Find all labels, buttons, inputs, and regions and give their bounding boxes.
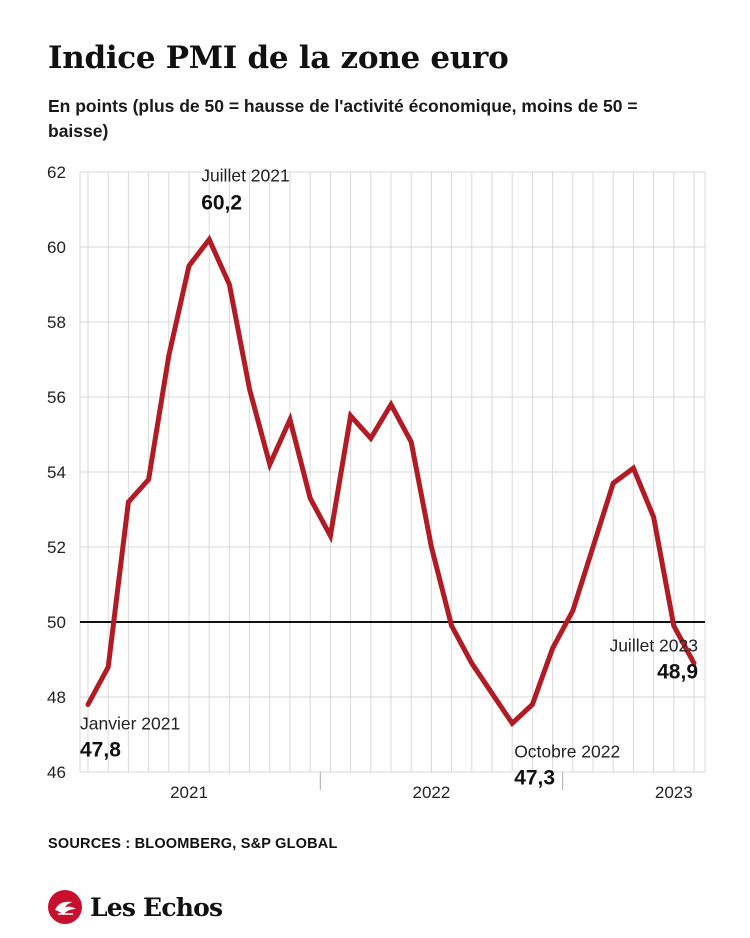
annotation-value: 47,8 (80, 739, 121, 762)
y-tick-label: 54 (47, 463, 66, 482)
annotation-value: 47,3 (514, 766, 555, 789)
annotations: Juillet 2021 60,2 Janvier 2021 47,8 Octobre … (80, 166, 698, 790)
y-tick-label: 46 (47, 763, 66, 782)
annotation-value: 60,2 (201, 192, 242, 215)
annotation-label: Octobre 2022 (514, 741, 620, 761)
series-layer (85, 234, 697, 728)
annotation-label: Juillet 2023 (609, 635, 698, 655)
annotation-value: 48,9 (657, 660, 698, 683)
x-tick-label: 2021 (170, 783, 208, 802)
annotation-label: Janvier 2021 (80, 714, 180, 734)
les-echos-logo: Les Echos (48, 890, 223, 924)
y-tick-label: 62 (47, 163, 66, 182)
pmi-series-line (85, 234, 697, 728)
x-tick-label: 2022 (412, 783, 450, 802)
y-tick-label: 48 (47, 688, 66, 707)
axis-labels: 46 48 50 52 54 56 58 60 62 2021 2022 2023 (47, 163, 693, 802)
y-tick-label: 60 (47, 238, 66, 257)
y-tick-label: 58 (47, 313, 66, 332)
grid (79, 171, 706, 790)
logo-icon (48, 890, 82, 924)
y-tick-label: 52 (47, 538, 66, 557)
y-tick-label: 56 (47, 388, 66, 407)
sources-note: SOURCES : BLOOMBERG, S&P GLOBAL (48, 836, 338, 852)
logo-text: Les Echos (90, 892, 223, 922)
chart-subtitle: En points (plus de 50 = hausse de l'acti… (48, 96, 638, 141)
pmi-line-chart: 46 48 50 52 54 56 58 60 62 2021 2022 2023 Juillet 2… (47, 163, 706, 802)
y-tick-label: 50 (47, 613, 66, 632)
x-tick-label: 2023 (655, 783, 693, 802)
annotation-label: Juillet 2021 (201, 166, 290, 186)
chart-title: Indice PMI de la zone euro (48, 40, 509, 76)
